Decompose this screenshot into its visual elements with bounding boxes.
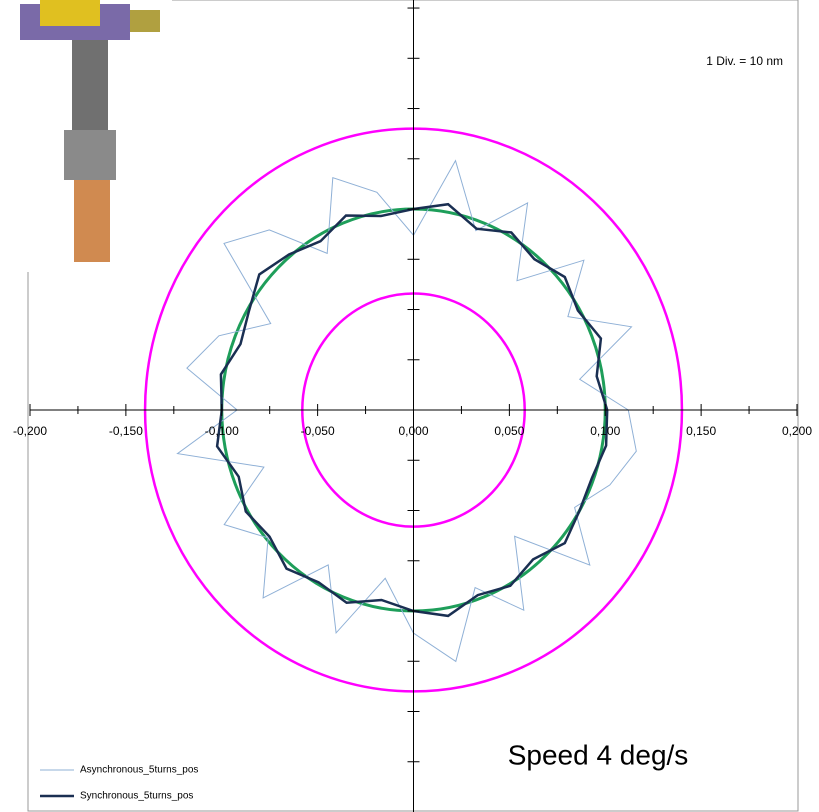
x-tick-label: -0,200 [13, 424, 47, 438]
x-tick-label: 0,000 [398, 424, 428, 438]
x-tick-label: 0,100 [590, 424, 620, 438]
photo-column [72, 40, 108, 130]
photo-top [40, 0, 100, 26]
x-tick-label: -0,150 [109, 424, 143, 438]
x-tick-label: 0,200 [782, 424, 812, 438]
x-tick-label: -0,050 [301, 424, 335, 438]
caption: Speed 4 deg/s [508, 739, 689, 770]
photo-body [64, 130, 116, 180]
photo-rod [74, 180, 110, 262]
x-tick-label: 0,150 [686, 424, 716, 438]
legend-label: Synchronous_5turns_pos [80, 791, 193, 802]
chart: -0,200 -0,150 -0,100 -0,050 0,000 0,050 0,100 0… [0, 0, 819, 812]
x-tick-label: -0,100 [205, 424, 239, 438]
device-photo [14, 0, 172, 272]
x-tick-label: 0,050 [494, 424, 524, 438]
photo-motor [130, 10, 160, 32]
annotation: 1 Div. = 10 nm [706, 54, 783, 68]
legend-label: Asynchronous_5turns_pos [80, 765, 198, 776]
